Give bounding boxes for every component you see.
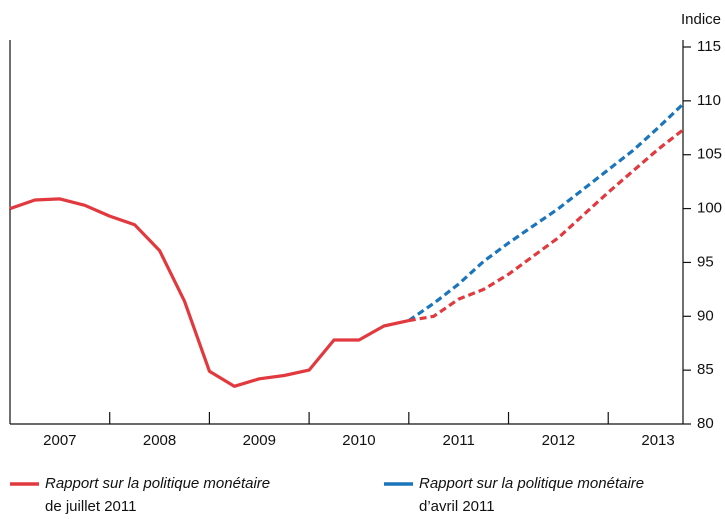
- legend-label: Rapport sur la politique monétaire: [419, 475, 644, 492]
- line-solid: [9, 197, 410, 388]
- y-tick-label: 80: [697, 415, 714, 432]
- x-tick-label: 2013: [641, 432, 674, 449]
- x-tick-label: 2007: [43, 432, 76, 449]
- y-tick-label: 105: [697, 146, 722, 163]
- x-tick-label: 2010: [342, 432, 375, 449]
- y-tick-label: 90: [697, 307, 714, 324]
- x-tick-label: 2008: [143, 432, 176, 449]
- legend-label: d’avril 2011: [419, 498, 495, 515]
- x-tick-label: 2011: [443, 432, 475, 449]
- x-tick-label: 2009: [243, 432, 276, 449]
- y-axis-label: Indice: [681, 11, 721, 28]
- y-tick-label: 100: [697, 200, 722, 217]
- x-tick-label: 2012: [542, 432, 575, 449]
- line-dashed: [407, 102, 685, 322]
- line-dashed: [408, 128, 684, 323]
- y-tick-label: 110: [697, 92, 721, 109]
- y-tick-label: 115: [697, 38, 721, 55]
- legend-label: Rapport sur la politique monétaire: [45, 475, 270, 492]
- legend-label: de juillet 2011: [45, 498, 136, 515]
- y-tick-label: 95: [697, 253, 714, 270]
- y-tick-label: 85: [697, 361, 714, 378]
